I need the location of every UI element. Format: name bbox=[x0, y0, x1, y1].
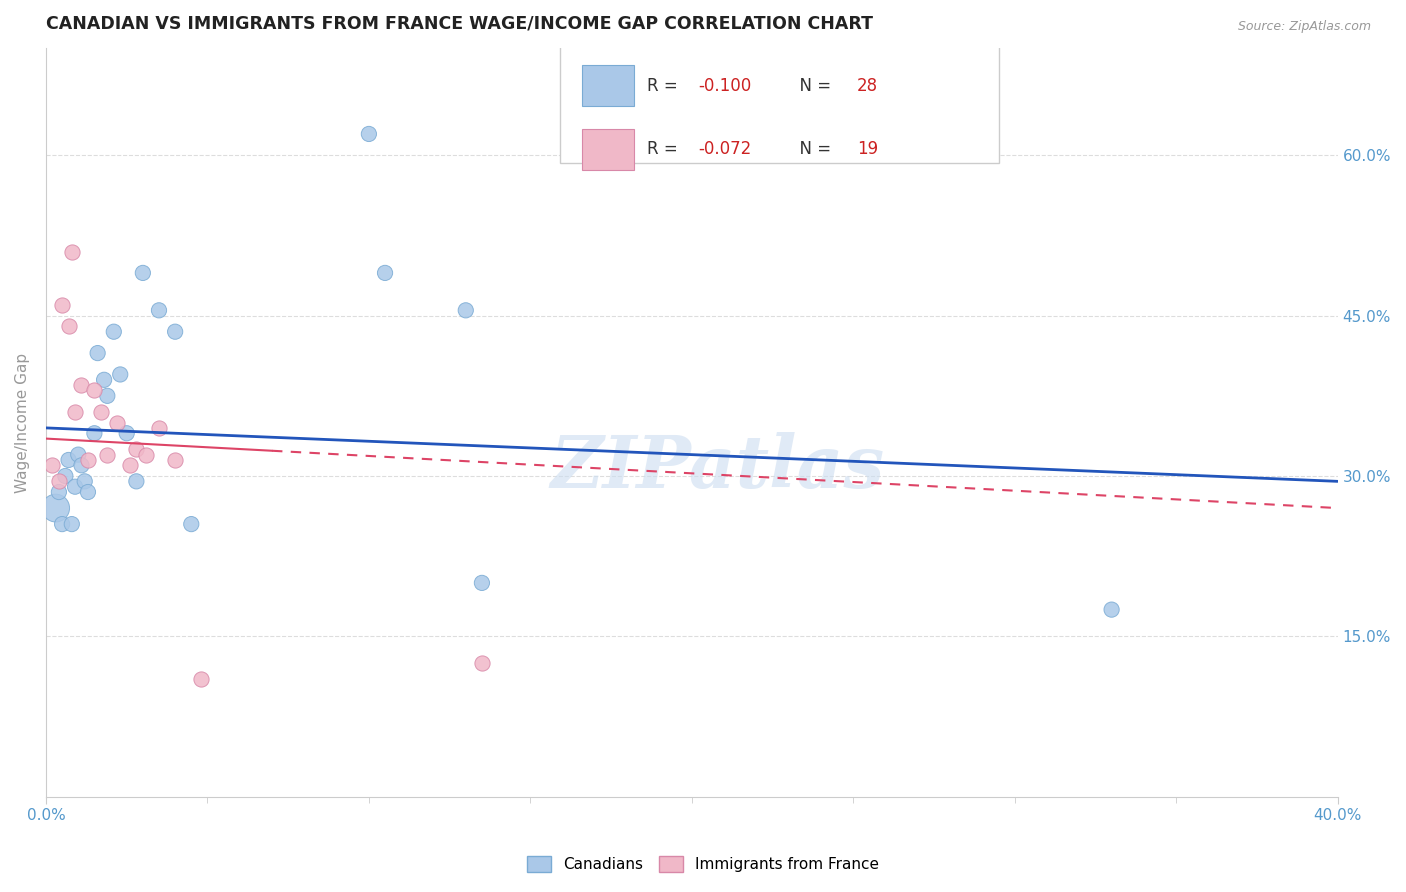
Point bbox=[105, 416, 128, 430]
FancyBboxPatch shape bbox=[560, 39, 1000, 163]
Point bbox=[454, 303, 477, 318]
Point bbox=[148, 421, 170, 435]
Text: R =: R = bbox=[647, 77, 682, 95]
Point bbox=[83, 426, 105, 441]
Point bbox=[41, 458, 63, 473]
Point bbox=[96, 389, 118, 403]
Point bbox=[67, 448, 90, 462]
Point bbox=[165, 325, 187, 339]
Point bbox=[48, 485, 70, 500]
Point bbox=[1101, 602, 1123, 616]
Point bbox=[132, 266, 155, 280]
Point bbox=[165, 453, 187, 467]
Point bbox=[86, 346, 108, 360]
Point bbox=[51, 517, 73, 532]
Text: 19: 19 bbox=[858, 140, 879, 159]
Point bbox=[471, 575, 494, 590]
Point bbox=[53, 469, 76, 483]
Point bbox=[90, 405, 112, 419]
Y-axis label: Wage/Income Gap: Wage/Income Gap bbox=[15, 352, 30, 492]
Point bbox=[77, 453, 100, 467]
Text: CANADIAN VS IMMIGRANTS FROM FRANCE WAGE/INCOME GAP CORRELATION CHART: CANADIAN VS IMMIGRANTS FROM FRANCE WAGE/… bbox=[46, 15, 873, 33]
Point bbox=[110, 368, 132, 382]
Point bbox=[93, 373, 115, 387]
Text: 28: 28 bbox=[858, 77, 879, 95]
Point bbox=[63, 405, 86, 419]
Point bbox=[70, 378, 93, 392]
Point bbox=[70, 458, 93, 473]
Point bbox=[60, 517, 83, 532]
Text: R =: R = bbox=[647, 140, 682, 159]
Legend: Canadians, Immigrants from France: Canadians, Immigrants from France bbox=[519, 848, 887, 880]
Point bbox=[63, 480, 86, 494]
FancyBboxPatch shape bbox=[582, 128, 634, 170]
Point bbox=[96, 448, 118, 462]
Point bbox=[125, 442, 148, 457]
Text: N =: N = bbox=[789, 77, 837, 95]
Point bbox=[73, 475, 96, 489]
Point bbox=[471, 656, 494, 670]
Text: N =: N = bbox=[789, 140, 837, 159]
Point bbox=[45, 501, 67, 516]
Point bbox=[118, 458, 141, 473]
Text: Source: ZipAtlas.com: Source: ZipAtlas.com bbox=[1237, 20, 1371, 33]
Point bbox=[374, 266, 396, 280]
Text: -0.100: -0.100 bbox=[699, 77, 752, 95]
Point bbox=[51, 298, 73, 312]
Point bbox=[58, 319, 80, 334]
Text: ZIPatlas: ZIPatlas bbox=[551, 432, 884, 503]
Point bbox=[60, 244, 83, 259]
Text: -0.072: -0.072 bbox=[699, 140, 752, 159]
Point bbox=[103, 325, 125, 339]
Point bbox=[125, 475, 148, 489]
Point bbox=[180, 517, 202, 532]
Point bbox=[190, 672, 212, 686]
Point bbox=[77, 485, 100, 500]
Point bbox=[357, 127, 380, 141]
Point bbox=[48, 475, 70, 489]
FancyBboxPatch shape bbox=[582, 65, 634, 106]
Point bbox=[58, 453, 80, 467]
Point bbox=[148, 303, 170, 318]
Point bbox=[83, 384, 105, 398]
Point bbox=[135, 448, 157, 462]
Point bbox=[115, 426, 138, 441]
